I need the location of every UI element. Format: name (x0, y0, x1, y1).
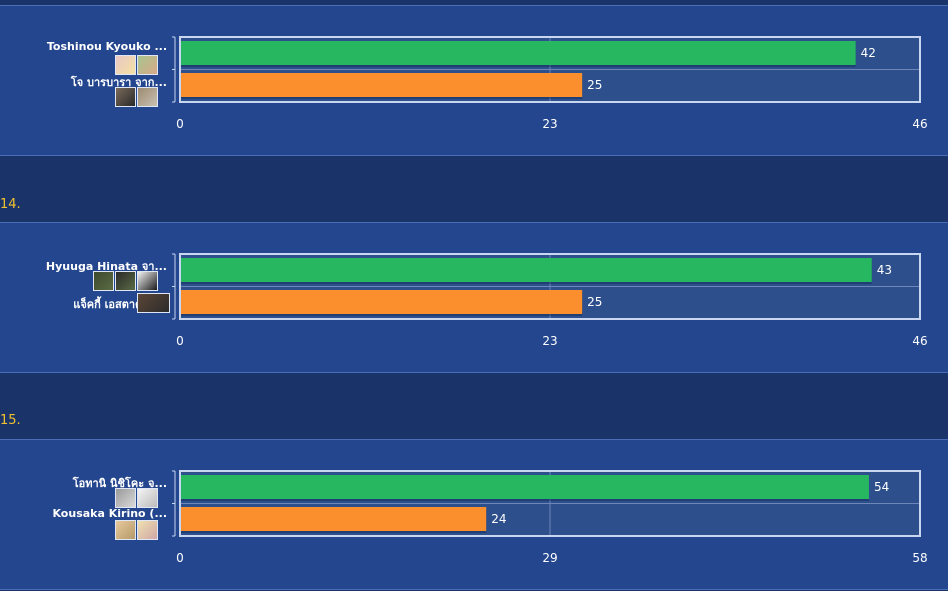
tick-label: 58 (912, 551, 927, 565)
tick-label: 0 (176, 334, 184, 348)
bar (180, 41, 856, 65)
chart-panel: Hyuuga Hinata จา... แจ็คกี้ เอสตาคาโ... … (0, 222, 948, 373)
chart-panel: โอทานิ นิชิโคะ จ... Kousaka Kirino (... … (0, 439, 948, 590)
avatar (115, 87, 136, 107)
avatar (137, 271, 158, 291)
bar (180, 290, 583, 314)
plot-border (179, 253, 921, 320)
avatar (137, 488, 158, 508)
bar (180, 507, 487, 531)
rank-number: 14. (0, 197, 21, 212)
bar-label: โจ บารบารา จาก... (70, 76, 167, 89)
avatar-row (137, 293, 170, 313)
avatar (93, 271, 114, 291)
avatar-row (115, 488, 158, 508)
avatar (137, 293, 170, 313)
avatar (137, 87, 158, 107)
tick-label: 0 (176, 551, 184, 565)
avatar-row (93, 271, 158, 291)
chart-panel: Toshinou Kyouko ... โจ บารบารา จาก... 42… (0, 5, 948, 156)
bar-label: Toshinou Kyouko ... (46, 40, 167, 53)
bar-chart: 54 24 0 29 58 (172, 470, 928, 565)
avatar (115, 520, 136, 540)
data-label: 54 (874, 480, 889, 494)
plot-border (179, 470, 921, 537)
avatar (137, 520, 158, 540)
bar-label: Hyuuga Hinata จา... (45, 260, 167, 273)
avatar (115, 55, 136, 75)
bar-label: โอทานิ นิชิโคะ จ... (72, 477, 167, 490)
data-label: 43 (877, 263, 892, 277)
bar-chart: 43 25 0 23 46 (172, 253, 928, 348)
tick-label: 23 (542, 117, 557, 131)
bar-label: Kousaka Kirino (... (52, 507, 167, 520)
avatar (115, 488, 136, 508)
avatar (137, 55, 158, 75)
plot-border (179, 36, 921, 103)
tick-label: 23 (542, 334, 557, 348)
data-label: 42 (861, 46, 876, 60)
tick-label: 46 (912, 334, 927, 348)
tick-label: 29 (542, 551, 557, 565)
data-label: 25 (587, 295, 602, 309)
rank-number: 15. (0, 413, 21, 428)
bar-chart: 42 25 0 23 46 (172, 36, 928, 131)
tick-label: 0 (176, 117, 184, 131)
data-label: 25 (587, 78, 602, 92)
avatar (115, 271, 136, 291)
avatar-row (115, 520, 158, 540)
tick-label: 46 (912, 117, 927, 131)
bar (180, 475, 869, 499)
avatar-row (115, 87, 158, 107)
bar (180, 73, 583, 97)
avatar-row (115, 55, 158, 75)
bar (180, 258, 872, 282)
data-label: 24 (491, 512, 506, 526)
